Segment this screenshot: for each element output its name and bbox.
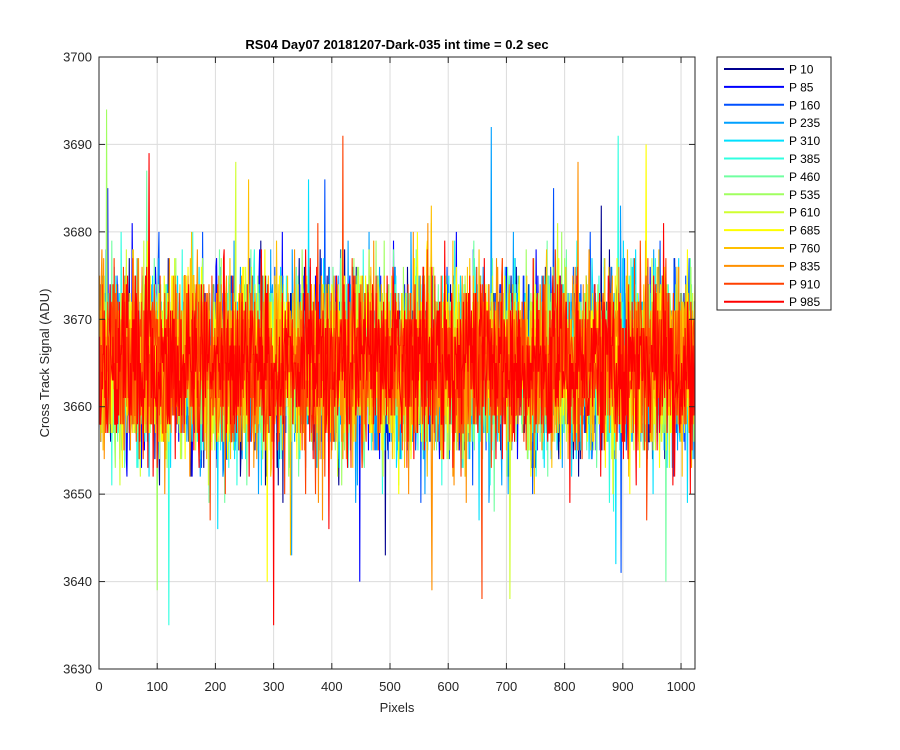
x-tick-label: 0 bbox=[95, 679, 102, 694]
legend-label: P 10 bbox=[789, 63, 814, 77]
legend-item: P 10 bbox=[724, 63, 814, 77]
legend-label: P 385 bbox=[789, 152, 820, 166]
legend-label: P 760 bbox=[789, 242, 820, 256]
legend-item: P 985 bbox=[724, 295, 820, 309]
legend-item: P 235 bbox=[724, 116, 820, 130]
x-tick-label: 300 bbox=[263, 679, 285, 694]
legend-label: P 685 bbox=[789, 224, 820, 238]
x-tick-label: 800 bbox=[554, 679, 576, 694]
legend-item: P 760 bbox=[724, 242, 820, 256]
series-lines bbox=[99, 109, 695, 626]
y-tick-label: 3680 bbox=[63, 224, 92, 239]
x-tick-label: 100 bbox=[146, 679, 168, 694]
legend-box bbox=[716, 56, 832, 311]
legend-item: P 910 bbox=[724, 277, 820, 291]
y-tick-label: 3690 bbox=[63, 137, 92, 152]
legend-label: P 235 bbox=[789, 116, 820, 130]
legend-item: P 310 bbox=[724, 134, 820, 148]
legend-item: P 610 bbox=[724, 206, 820, 220]
x-tick-label: 600 bbox=[437, 679, 459, 694]
legend-label: P 910 bbox=[789, 277, 820, 291]
legend-label: P 310 bbox=[789, 134, 820, 148]
legend-label: P 85 bbox=[789, 80, 814, 94]
y-tick-label: 3700 bbox=[63, 50, 92, 65]
series-line-p985 bbox=[99, 153, 695, 626]
x-tick-label: 500 bbox=[379, 679, 401, 694]
x-tick-label: 1000 bbox=[667, 679, 696, 694]
legend-item: P 685 bbox=[724, 224, 820, 238]
x-tick-label: 700 bbox=[496, 679, 518, 694]
x-tick-label: 400 bbox=[321, 679, 343, 694]
x-tick-label: 200 bbox=[205, 679, 227, 694]
x-tick-label: 900 bbox=[612, 679, 634, 694]
legend: P 10 P 85 P 160 P 235 P 310 P 385 P 460 P 535 P … bbox=[716, 56, 832, 311]
axis-ticks: 0 100 200 300 400 500 600 700 800 900 1000 3630 3640… bbox=[63, 50, 695, 695]
legend-label: P 835 bbox=[789, 259, 820, 273]
y-tick-label: 3650 bbox=[63, 487, 92, 502]
y-axis-label: Cross Track Signal (ADU) bbox=[37, 289, 52, 438]
legend-item: P 160 bbox=[724, 98, 820, 112]
x-axis-label: Pixels bbox=[380, 700, 415, 715]
y-tick-label: 3640 bbox=[63, 574, 92, 589]
legend-label: P 985 bbox=[789, 295, 820, 309]
legend-label: P 460 bbox=[789, 170, 820, 184]
legend-item: P 460 bbox=[724, 170, 820, 184]
y-tick-label: 3670 bbox=[63, 312, 92, 327]
chart-title: RS04 Day07 20181207-Dark-035 int time = … bbox=[245, 37, 548, 52]
series-line-p910 bbox=[99, 135, 695, 600]
legend-label: P 535 bbox=[789, 188, 820, 202]
legend-item: P 85 bbox=[724, 80, 814, 94]
legend-item: P 385 bbox=[724, 152, 820, 166]
y-tick-label: 3630 bbox=[63, 662, 92, 677]
legend-item: P 835 bbox=[724, 259, 820, 273]
legend-item: P 535 bbox=[724, 188, 820, 202]
legend-label: P 610 bbox=[789, 206, 820, 220]
y-tick-label: 3660 bbox=[63, 399, 92, 414]
legend-label: P 160 bbox=[789, 98, 820, 112]
axes-box bbox=[98, 56, 696, 670]
